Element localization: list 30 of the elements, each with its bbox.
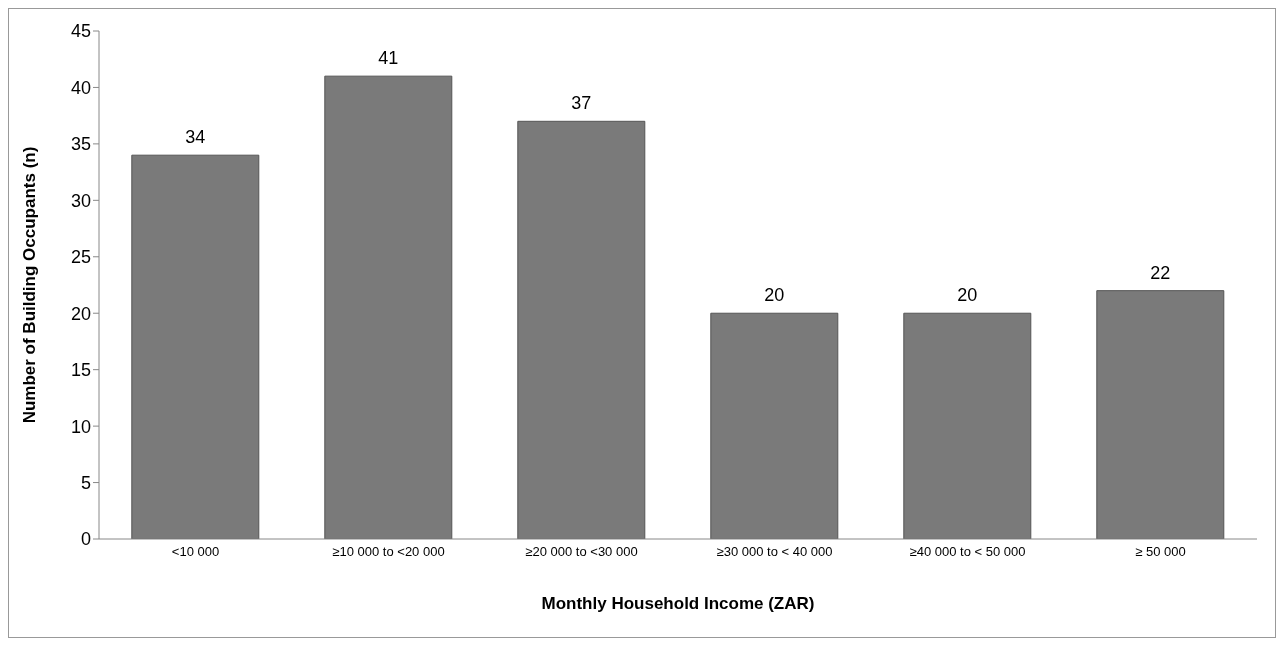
y-tick-label: 20 bbox=[70, 303, 91, 324]
y-axis-title: Number of Building Occupants (n) bbox=[20, 146, 40, 424]
data-label: 37 bbox=[571, 93, 592, 114]
bar bbox=[517, 120, 646, 539]
data-label: 41 bbox=[378, 48, 399, 69]
y-tick-label: 45 bbox=[70, 21, 91, 42]
data-label: 20 bbox=[957, 285, 978, 306]
bar bbox=[710, 312, 839, 539]
x-tick-label: ≥40 000 to < 50 000 bbox=[909, 544, 1026, 560]
y-tick-label: 10 bbox=[70, 416, 91, 437]
x-tick-label: ≥30 000 to < 40 000 bbox=[716, 544, 833, 560]
y-tick-label: 40 bbox=[70, 77, 91, 98]
bar bbox=[903, 312, 1032, 539]
y-tick-label: 35 bbox=[70, 134, 91, 155]
x-tick-label: <10 000 bbox=[171, 544, 220, 560]
x-axis-title: Monthly Household Income (ZAR) bbox=[541, 594, 815, 613]
x-tick-label: ≥20 000 to <30 000 bbox=[525, 544, 638, 560]
bar bbox=[324, 75, 453, 539]
bar bbox=[1096, 290, 1225, 539]
data-label: 34 bbox=[185, 127, 206, 148]
y-tick-label: 30 bbox=[70, 190, 91, 211]
bar bbox=[131, 154, 260, 539]
y-tick-label: 5 bbox=[80, 472, 91, 493]
x-tick-label: ≥10 000 to <20 000 bbox=[332, 544, 445, 560]
data-label: 20 bbox=[764, 285, 785, 306]
y-tick-label: 0 bbox=[80, 529, 91, 550]
x-tick-label: ≥ 50 000 bbox=[1135, 544, 1186, 560]
y-tick-label: 25 bbox=[70, 247, 91, 268]
y-tick-label: 15 bbox=[70, 360, 91, 381]
data-label: 22 bbox=[1150, 262, 1171, 283]
